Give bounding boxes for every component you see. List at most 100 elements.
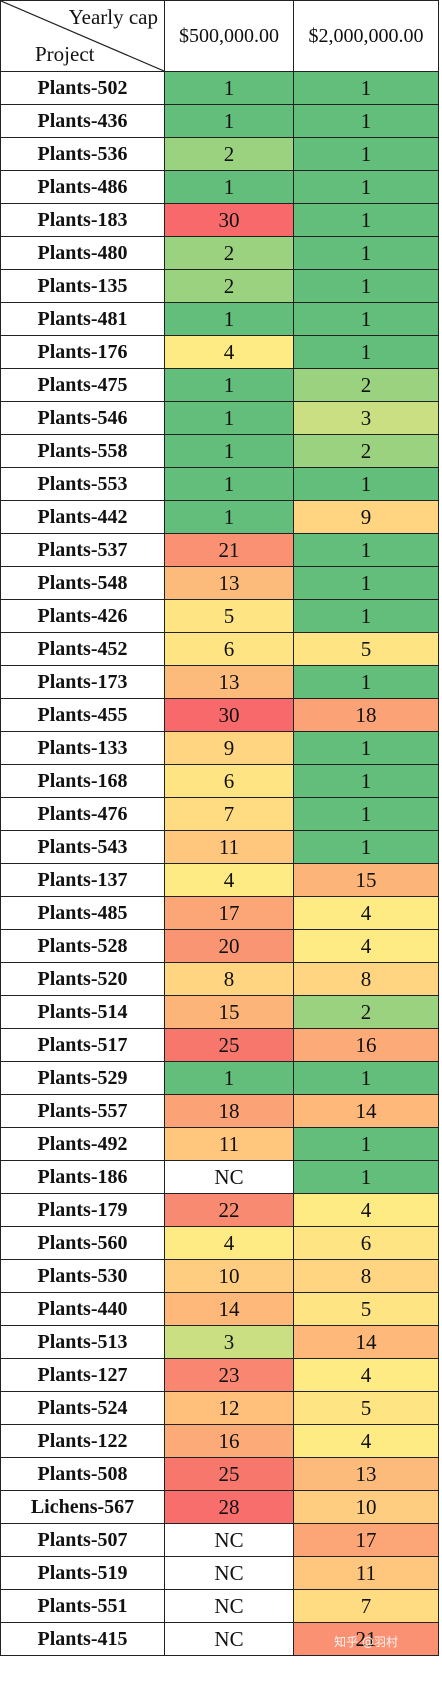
rank-cell-2m: 2 — [293, 995, 439, 1029]
project-name-cell: Plants-176 — [0, 335, 165, 369]
project-name-cell: Plants-415 — [0, 1622, 165, 1656]
table-row: Plants-517 25 16 — [0, 1028, 439, 1062]
table-row: Plants-543 11 1 — [0, 830, 439, 864]
project-name-cell: Plants-530 — [0, 1259, 165, 1293]
project-name-cell: Plants-519 — [0, 1556, 165, 1590]
ranking-table: Yearly cap Project $500,000.00 $2,000,00… — [0, 0, 439, 1656]
table-row: Plants-519 NC 11 — [0, 1556, 439, 1590]
project-name-cell: Plants-455 — [0, 698, 165, 732]
project-name-cell: Plants-475 — [0, 368, 165, 402]
rank-cell-500k: 6 — [164, 764, 294, 798]
table-row: Plants-524 12 5 — [0, 1391, 439, 1425]
rank-cell-2m: 2 — [293, 368, 439, 402]
rank-cell-500k: 4 — [164, 1226, 294, 1260]
ranking-table-container: Yearly cap Project $500,000.00 $2,000,00… — [0, 0, 439, 1656]
rank-cell-2m: 1 — [293, 302, 439, 336]
project-name-cell: Plants-476 — [0, 797, 165, 831]
project-name-cell: Plants-452 — [0, 632, 165, 666]
rank-cell-2m: 4 — [293, 1358, 439, 1392]
rank-cell-2m: 21 — [293, 1622, 439, 1656]
rank-cell-500k: 30 — [164, 203, 294, 237]
table-row: Plants-415 NC 21 — [0, 1622, 439, 1656]
rank-cell-2m: 1 — [293, 797, 439, 831]
table-header: Yearly cap Project $500,000.00 $2,000,00… — [0, 0, 439, 72]
rank-cell-2m: 10 — [293, 1490, 439, 1524]
table-row: Plants-486 1 1 — [0, 170, 439, 204]
rank-cell-2m: 1 — [293, 599, 439, 633]
project-name-cell: Plants-492 — [0, 1127, 165, 1161]
rank-cell-500k: 5 — [164, 599, 294, 633]
table-body: Plants-502 1 1 Plants-436 1 1 Plants-536 2 1 Plan… — [0, 71, 439, 1656]
rank-cell-2m: 4 — [293, 1424, 439, 1458]
diagonal-divider — [1, 1, 164, 71]
project-name-cell: Plants-536 — [0, 137, 165, 171]
rank-cell-2m: 4 — [293, 1193, 439, 1227]
rank-cell-500k: NC — [164, 1160, 294, 1194]
table-row: Plants-476 7 1 — [0, 797, 439, 831]
rank-cell-2m: 9 — [293, 500, 439, 534]
project-name-cell: Plants-133 — [0, 731, 165, 765]
table-row: Plants-176 4 1 — [0, 335, 439, 369]
table-row: Plants-475 1 2 — [0, 368, 439, 402]
project-name-cell: Plants-179 — [0, 1193, 165, 1227]
rank-cell-2m: 11 — [293, 1556, 439, 1590]
project-name-cell: Plants-186 — [0, 1160, 165, 1194]
rank-cell-2m: 17 — [293, 1523, 439, 1557]
project-name-cell: Plants-528 — [0, 929, 165, 963]
table-row: Plants-529 1 1 — [0, 1061, 439, 1095]
project-name-cell: Plants-551 — [0, 1589, 165, 1623]
rank-cell-2m: 15 — [293, 863, 439, 897]
rank-cell-500k: 1 — [164, 467, 294, 501]
table-row: Plants-536 2 1 — [0, 137, 439, 171]
table-row: Plants-514 15 2 — [0, 995, 439, 1029]
rank-cell-500k: 2 — [164, 269, 294, 303]
rank-cell-500k: 22 — [164, 1193, 294, 1227]
rank-cell-500k: 8 — [164, 962, 294, 996]
project-name-cell: Lichens-567 — [0, 1490, 165, 1524]
rank-cell-500k: 11 — [164, 830, 294, 864]
rank-cell-500k: 6 — [164, 632, 294, 666]
table-row: Plants-485 17 4 — [0, 896, 439, 930]
table-row: Plants-558 1 2 — [0, 434, 439, 468]
table-row: Plants-168 6 1 — [0, 764, 439, 798]
table-row: Plants-122 16 4 — [0, 1424, 439, 1458]
rank-cell-2m: 1 — [293, 1061, 439, 1095]
project-name-cell: Plants-173 — [0, 665, 165, 699]
yearly-cap-label: Yearly cap — [68, 5, 158, 29]
project-name-cell: Plants-537 — [0, 533, 165, 567]
rank-cell-2m: 3 — [293, 401, 439, 435]
rank-cell-2m: 6 — [293, 1226, 439, 1260]
header-row: Yearly cap Project $500,000.00 $2,000,00… — [0, 0, 439, 72]
project-name-cell: Plants-513 — [0, 1325, 165, 1359]
rank-cell-2m: 1 — [293, 236, 439, 270]
table-row: Plants-179 22 4 — [0, 1193, 439, 1227]
project-name-cell: Plants-502 — [0, 71, 165, 105]
rank-cell-2m: 13 — [293, 1457, 439, 1491]
project-name-cell: Plants-553 — [0, 467, 165, 501]
column-header-500k: $500,000.00 — [164, 0, 294, 72]
table-row: Plants-502 1 1 — [0, 71, 439, 105]
project-name-cell: Plants-481 — [0, 302, 165, 336]
rank-cell-500k: NC — [164, 1622, 294, 1656]
project-name-cell: Plants-183 — [0, 203, 165, 237]
table-row: Plants-508 25 13 — [0, 1457, 439, 1491]
table-row: Plants-553 1 1 — [0, 467, 439, 501]
table-row: Plants-537 21 1 — [0, 533, 439, 567]
rank-cell-2m: 14 — [293, 1094, 439, 1128]
rank-cell-500k: 2 — [164, 137, 294, 171]
project-name-cell: Plants-517 — [0, 1028, 165, 1062]
rank-cell-500k: 13 — [164, 665, 294, 699]
rank-cell-500k: 1 — [164, 170, 294, 204]
project-name-cell: Plants-543 — [0, 830, 165, 864]
table-row: Plants-442 1 9 — [0, 500, 439, 534]
rank-cell-500k: 16 — [164, 1424, 294, 1458]
project-name-cell: Plants-168 — [0, 764, 165, 798]
rank-cell-500k: 18 — [164, 1094, 294, 1128]
rank-cell-500k: 1 — [164, 368, 294, 402]
rank-cell-500k: 1 — [164, 500, 294, 534]
rank-cell-2m: 1 — [293, 71, 439, 105]
rank-cell-500k: 3 — [164, 1325, 294, 1359]
rank-cell-500k: 20 — [164, 929, 294, 963]
rank-cell-2m: 1 — [293, 1127, 439, 1161]
table-row: Plants-528 20 4 — [0, 929, 439, 963]
